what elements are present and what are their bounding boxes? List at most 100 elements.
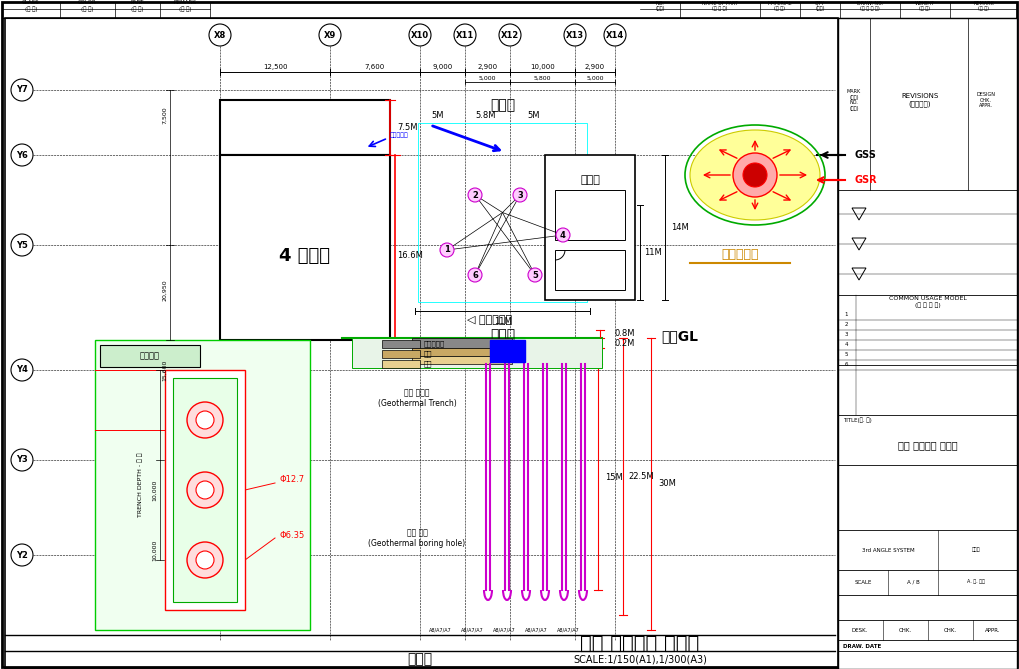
Text: CHK.: CHK. [944, 628, 957, 632]
Bar [418, 123, 587, 302]
Text: 11M: 11M [493, 316, 512, 326]
Circle shape [528, 268, 542, 282]
Text: 2,900: 2,900 [478, 64, 497, 70]
Text: X9: X9 [324, 31, 336, 39]
Bar [415, 120, 590, 305]
Text: Φ6.35: Φ6.35 [280, 531, 306, 539]
Bar [382, 350, 420, 358]
Text: 수직 지열배관 설비도: 수직 지열배관 설비도 [898, 440, 957, 450]
Text: REMARK
(비 고): REMARK (비 고) [973, 1, 994, 11]
Text: 옥외GL: 옥외GL [661, 329, 698, 343]
Text: 6: 6 [845, 363, 848, 367]
Circle shape [743, 163, 767, 187]
Bar [5, 18, 838, 669]
Text: 7.5M: 7.5M [397, 122, 418, 132]
Text: PART
(도 면): PART (도 면) [130, 0, 144, 12]
Circle shape [556, 228, 570, 242]
Text: 연출화다도: 연출화다도 [721, 248, 759, 262]
Text: 내벽이라인: 내벽이라인 [390, 132, 409, 138]
Text: X10: X10 [411, 31, 429, 39]
Text: X12: X12 [501, 31, 519, 39]
Text: GSR: GSR [855, 175, 877, 185]
Text: DRAW. DATE: DRAW. DATE [843, 644, 881, 650]
Text: 지열 천공
(Geothermal boring hole): 지열 천공 (Geothermal boring hole) [369, 529, 466, 548]
Text: CLASS
(분 류): CLASS (분 류) [22, 0, 40, 12]
Circle shape [468, 188, 482, 202]
Text: SCALE:1/150(A1),1/300(A3): SCALE:1/150(A1),1/300(A3) [573, 654, 707, 664]
Text: 1: 1 [845, 312, 848, 318]
Text: 10,000: 10,000 [153, 479, 158, 500]
Text: 5,000: 5,000 [586, 76, 603, 80]
Circle shape [196, 411, 214, 429]
Circle shape [468, 268, 482, 282]
Text: COMMON USAGE MODEL
(복 용 기 물): COMMON USAGE MODEL (복 용 기 물) [889, 296, 966, 308]
Text: A8/A7/A7: A8/A7/A7 [429, 628, 451, 632]
Text: A / B: A / B [907, 579, 919, 585]
Text: WEIGHT
(무 게): WEIGHT (무 게) [915, 1, 935, 11]
Bar [490, 340, 525, 362]
Text: 7,500: 7,500 [162, 106, 167, 124]
Text: MARK
(기호)
NO.
(번호): MARK (기호) NO. (번호) [847, 89, 861, 111]
Circle shape [187, 472, 223, 508]
Text: 도매주기: 도매주기 [140, 351, 160, 361]
Text: 3: 3 [845, 332, 848, 337]
Text: A8/A7/A7: A8/A7/A7 [556, 628, 580, 632]
Text: 5,000: 5,000 [479, 76, 496, 80]
Text: X11: X11 [455, 31, 474, 39]
Text: 정면도: 정면도 [408, 652, 432, 666]
Text: MATERIAL
(재 질): MATERIAL (재 질) [767, 1, 792, 11]
Text: NAME OF PART
(부 품 명): NAME OF PART (부 품 명) [702, 1, 738, 11]
Text: 3rd ANGLE SYSTEM: 3rd ANGLE SYSTEM [862, 547, 914, 553]
Bar [173, 378, 237, 602]
Text: A8/A7/A7: A8/A7/A7 [492, 628, 516, 632]
Text: 5: 5 [845, 353, 848, 357]
Text: X8: X8 [214, 31, 226, 39]
Text: 경비실: 경비실 [580, 175, 600, 185]
Bar [412, 338, 512, 348]
Ellipse shape [690, 130, 820, 220]
Text: 2: 2 [845, 322, 848, 328]
Text: DESK.: DESK. [852, 628, 868, 632]
Text: DESIGN
CHK.
APPR.: DESIGN CHK. APPR. [976, 92, 996, 108]
Text: DRAW. NO.
(도 면 번 호): DRAW. NO. (도 면 번 호) [857, 1, 883, 11]
Text: 토사: 토사 [424, 351, 432, 357]
Bar [165, 370, 245, 610]
Circle shape [196, 551, 214, 569]
Text: COLOR
(색 상): COLOR (색 상) [77, 0, 97, 12]
Text: ◁ 차량출입구: ◁ 차량출입구 [468, 315, 513, 325]
Text: 4: 4 [560, 231, 566, 240]
Text: 16.6M: 16.6M [397, 252, 423, 260]
Text: TRENCH DEPTH - 절 깊: TRENCH DEPTH - 절 깊 [138, 453, 143, 517]
Text: 0.2M: 0.2M [614, 339, 635, 347]
Bar [838, 18, 1017, 669]
Text: GSS: GSS [855, 150, 877, 160]
Text: Y4: Y4 [16, 365, 28, 375]
Text: 10,000: 10,000 [153, 539, 158, 561]
Bar [95, 340, 310, 630]
Bar [412, 348, 512, 356]
Text: TITLE(도. 명): TITLE(도. 명) [843, 417, 871, 423]
Text: 5M: 5M [527, 110, 540, 120]
Bar [545, 155, 635, 300]
Bar [220, 155, 390, 340]
Text: A. 점. 년도: A. 점. 년도 [967, 579, 985, 585]
Text: 10,000: 10,000 [530, 64, 555, 70]
Bar [555, 190, 625, 240]
Bar [412, 356, 512, 364]
Circle shape [187, 402, 223, 438]
Circle shape [187, 542, 223, 578]
Text: X14: X14 [606, 31, 624, 39]
Text: 1: 1 [444, 246, 450, 254]
Text: 아스콘포장: 아스콘포장 [424, 341, 445, 347]
Text: 평면도: 평면도 [490, 328, 515, 342]
Text: Y7: Y7 [16, 86, 28, 94]
Bar [352, 338, 602, 368]
Text: 11M: 11M [644, 248, 662, 257]
Text: 5: 5 [532, 270, 538, 280]
Text: 6: 6 [472, 270, 478, 280]
Text: 모래: 모래 [424, 361, 432, 367]
Text: X13: X13 [566, 31, 584, 39]
Text: 2,900: 2,900 [585, 64, 605, 70]
Text: 20,950: 20,950 [162, 279, 167, 301]
Text: NO.
(번호): NO. (번호) [655, 1, 664, 11]
